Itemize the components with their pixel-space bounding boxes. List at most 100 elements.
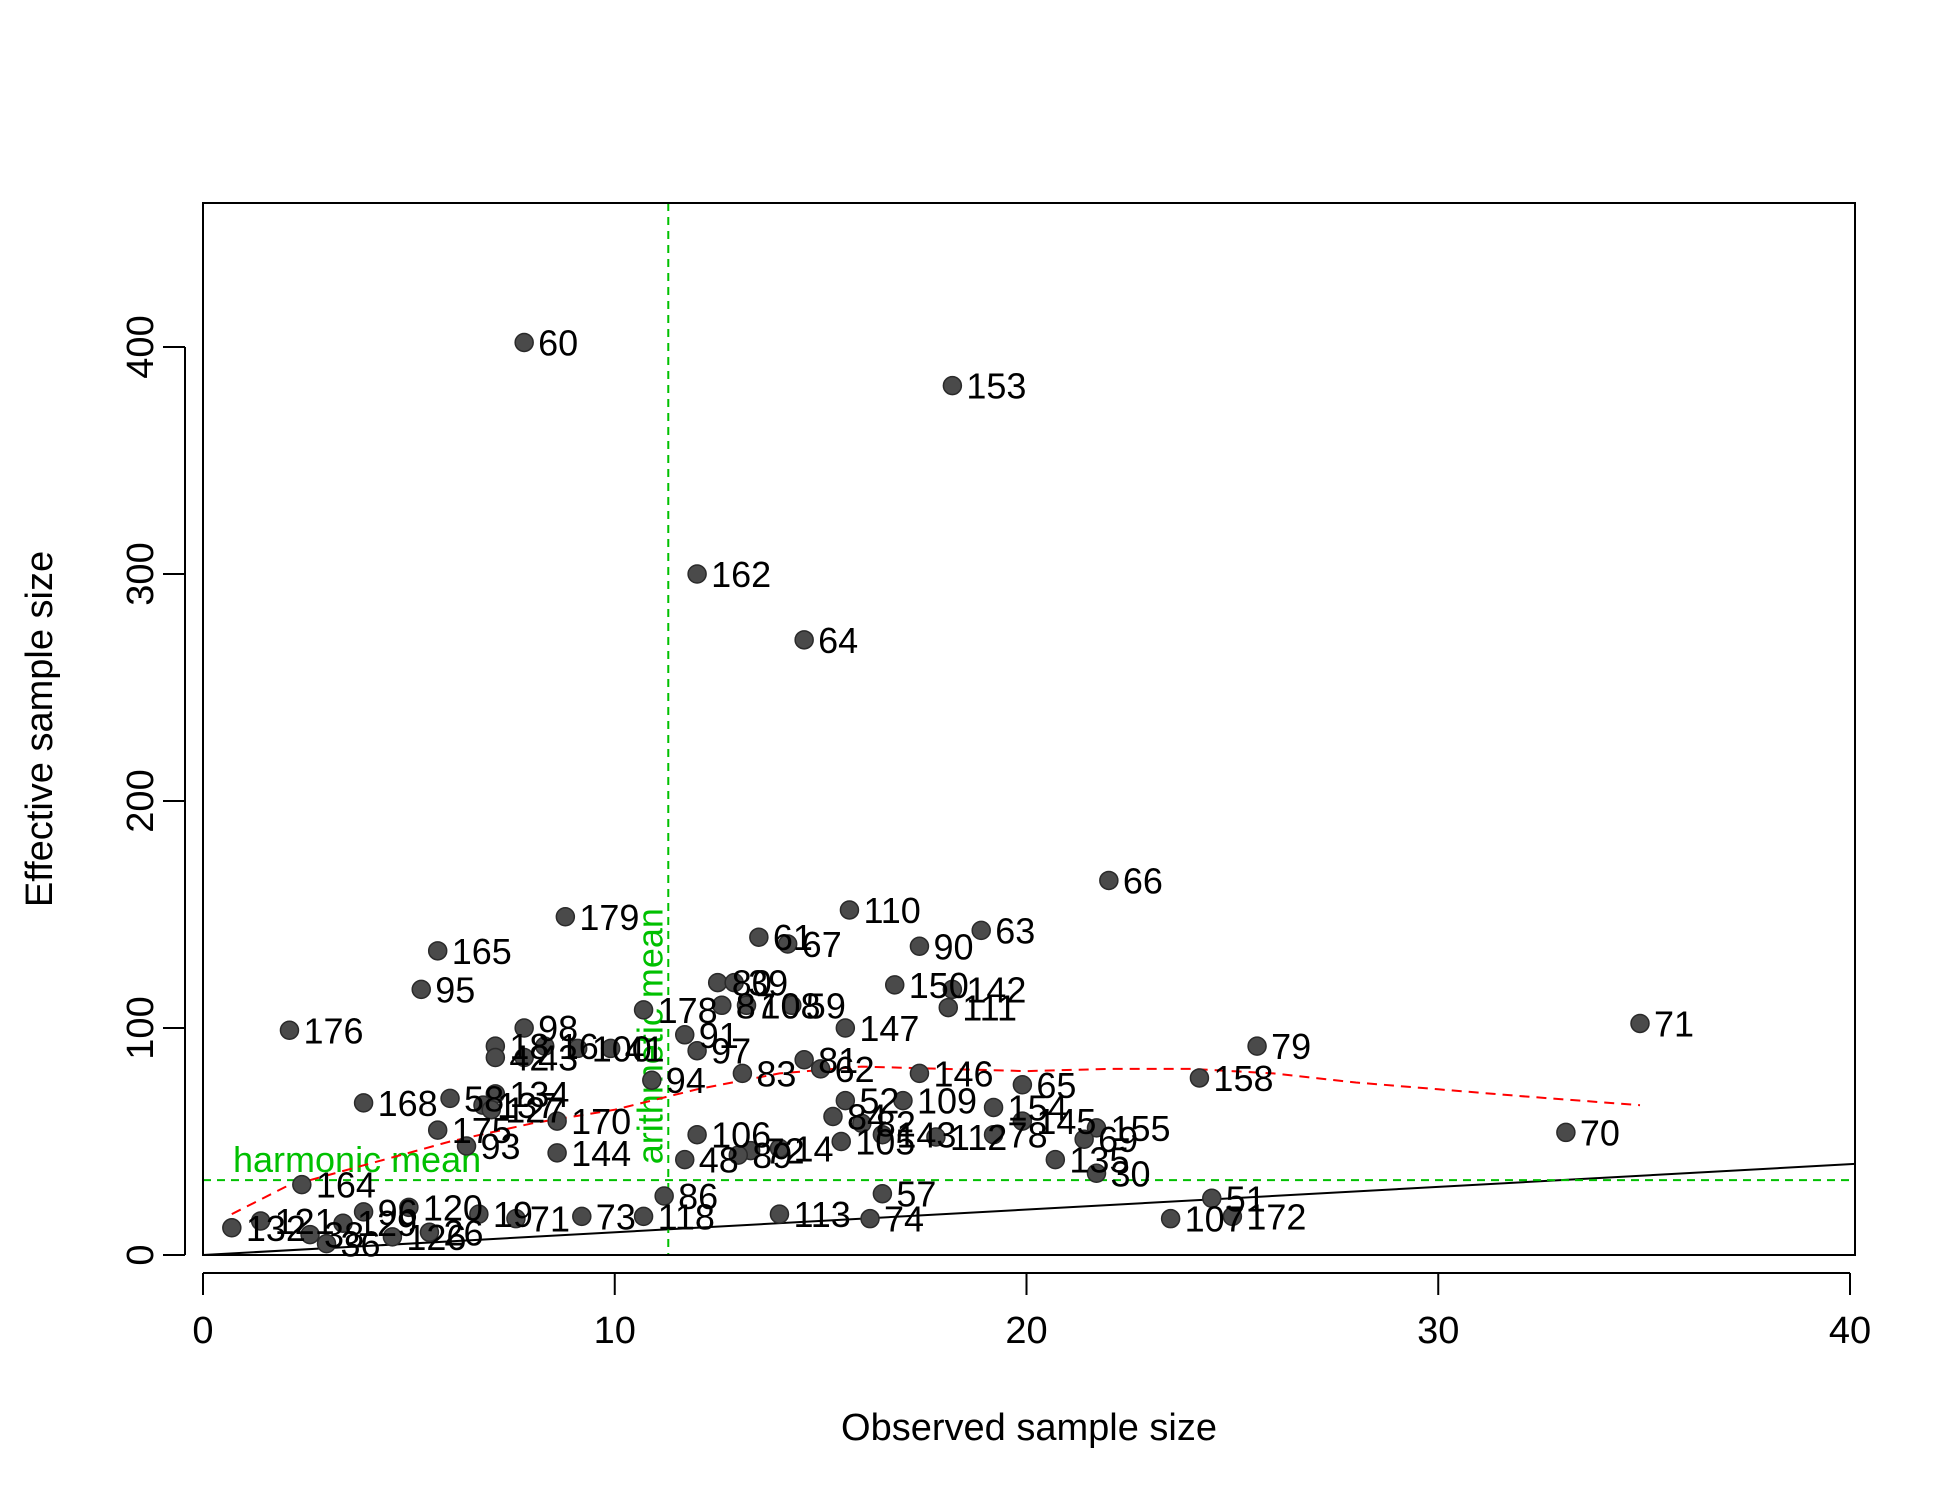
data-point <box>909 936 930 957</box>
point-label: 59 <box>806 985 846 1026</box>
point-label: 91 <box>699 1015 739 1056</box>
data-point <box>642 1070 662 1090</box>
data-point <box>535 1036 555 1056</box>
data-point <box>1086 1163 1107 1184</box>
point-label: 175 <box>452 1110 512 1151</box>
data-point <box>777 934 798 954</box>
data-point <box>547 1143 567 1163</box>
data-point <box>724 972 744 993</box>
point-label: 61 <box>773 917 813 958</box>
data-point <box>506 1208 526 1229</box>
point-label: 162 <box>711 554 771 595</box>
data-point <box>782 995 802 1016</box>
data-point <box>456 1136 477 1156</box>
point-label: 172 <box>1246 1196 1306 1237</box>
point-label: 64 <box>818 620 858 661</box>
data-point <box>399 1197 419 1218</box>
data-point <box>872 1183 893 1204</box>
point-label: 106 <box>711 1115 771 1156</box>
point-label: 135 <box>1069 1140 1129 1181</box>
data-point <box>749 927 769 947</box>
data-point <box>1012 1111 1033 1131</box>
point-label: 94 <box>666 1060 706 1101</box>
point-label: 42 <box>509 1038 549 1079</box>
point-label: 146 <box>933 1053 993 1094</box>
point-label: 71 <box>1654 1003 1694 1044</box>
trend-line <box>231 1065 1641 1215</box>
point-label: 134 <box>509 1074 569 1115</box>
point-label: 62 <box>835 1049 875 1090</box>
data-point <box>1222 1206 1243 1227</box>
point-label: 112 <box>950 1117 1007 1158</box>
point-label: 100 <box>592 1028 652 1069</box>
point-label: 127 <box>505 1090 565 1131</box>
data-point <box>440 1088 460 1109</box>
point-label: 81 <box>818 1040 858 1081</box>
data-point <box>835 1090 856 1111</box>
data-point <box>942 979 963 1000</box>
point-label: 90 <box>933 926 973 967</box>
data-point <box>419 1222 440 1243</box>
point-label: 74 <box>884 1199 924 1240</box>
data-point <box>1012 1075 1033 1095</box>
y-tick-label: 0 <box>120 1244 162 1265</box>
data-point <box>572 1206 592 1227</box>
data-point <box>250 1211 271 1231</box>
point-label: 142 <box>966 969 1026 1010</box>
data-point <box>427 941 448 961</box>
point-label: 96 <box>378 1192 418 1233</box>
point-label: 143 <box>896 1115 956 1156</box>
point-label: 78 <box>1008 1115 1048 1156</box>
point-label: 14 <box>793 1128 833 1169</box>
data-point <box>481 1099 501 1120</box>
point-label: 66 <box>1123 860 1163 901</box>
point-label: 51 <box>1226 1178 1266 1219</box>
point-label: 84 <box>847 1097 887 1138</box>
data-point <box>687 1040 707 1061</box>
data-point <box>712 995 732 1016</box>
data-point <box>983 1097 1004 1118</box>
x-tick-label: 30 <box>1417 1310 1459 1352</box>
point-label: 98 <box>538 1008 578 1049</box>
point-label: 147 <box>859 1008 919 1049</box>
point-label: 126 <box>406 1217 466 1258</box>
data-point <box>514 332 534 353</box>
point-label: 170 <box>571 1101 631 1142</box>
data-point <box>292 1174 312 1195</box>
data-point <box>600 1038 621 1059</box>
point-label: 86 <box>678 1176 718 1217</box>
data-point <box>839 900 860 920</box>
point-label: 137 <box>497 1085 557 1126</box>
data-point <box>1099 870 1119 891</box>
data-point <box>469 1204 489 1224</box>
data-point <box>794 630 814 650</box>
data-point <box>1160 1208 1181 1229</box>
point-label: 165 <box>452 931 512 972</box>
point-label: 118 <box>658 1196 715 1237</box>
data-point <box>1630 1013 1650 1034</box>
point-label: 87 <box>736 985 776 1026</box>
point-label: 60 <box>538 322 578 363</box>
point-label: 72 <box>765 1131 805 1172</box>
point-label: 83 <box>756 1053 796 1094</box>
point-label: 95 <box>435 969 475 1010</box>
data-point <box>1086 1118 1107 1138</box>
data-point <box>279 1020 300 1041</box>
point-label: 155 <box>1110 1108 1170 1149</box>
y-tick-label: 100 <box>120 996 162 1059</box>
point-label: 70 <box>1580 1112 1620 1153</box>
data-point <box>823 1106 843 1127</box>
data-point <box>728 1145 749 1165</box>
data-point <box>983 1124 1004 1145</box>
data-point <box>547 1111 567 1131</box>
data-point <box>514 1018 534 1038</box>
data-point <box>860 1208 880 1229</box>
point-label: 144 <box>571 1133 631 1174</box>
point-label: 164 <box>316 1165 376 1206</box>
point-label: 129 <box>357 1203 417 1244</box>
data-point <box>1556 1122 1576 1143</box>
point-label: 150 <box>909 965 969 1006</box>
data-point <box>382 1227 403 1247</box>
